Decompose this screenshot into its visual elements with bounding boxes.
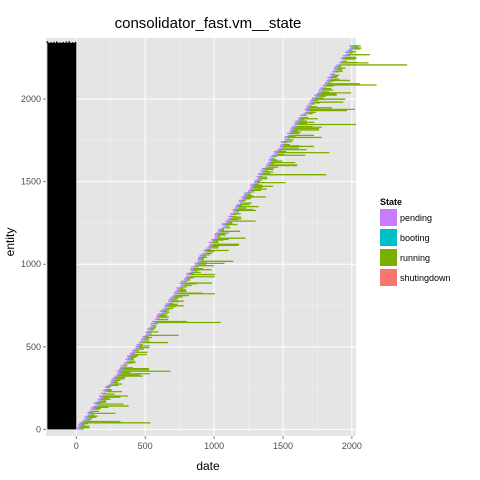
black-density-band xyxy=(47,42,77,430)
legend-label: running xyxy=(400,253,430,263)
x-tick-label: 1500 xyxy=(273,441,293,451)
x-axis-title: date xyxy=(196,459,220,473)
legend-key xyxy=(380,229,397,246)
legend-key xyxy=(380,249,397,266)
x-axis: 0 500 1000 1500 2000 xyxy=(74,436,362,451)
background-band xyxy=(46,41,77,430)
data-marks xyxy=(76,45,408,430)
legend-label: pending xyxy=(400,213,432,223)
y-axis: 0 500 1000 1500 2000 xyxy=(21,94,46,434)
y-tick-label: 500 xyxy=(26,342,41,352)
y-tick-label: 0 xyxy=(36,424,41,434)
legend-items: pending booting running shutingdown xyxy=(380,209,451,286)
x-tick-label: 2000 xyxy=(342,441,362,451)
legend-key xyxy=(380,269,397,286)
y-axis-title: entity xyxy=(3,228,17,257)
x-tick-label: 500 xyxy=(138,441,153,451)
legend-label: shutingdown xyxy=(400,273,451,283)
y-tick-label: 1500 xyxy=(21,177,41,187)
legend: State pending booting running shutingdown xyxy=(380,197,451,286)
y-tick-label: 2000 xyxy=(21,94,41,104)
y-tick-label: 1000 xyxy=(21,259,41,269)
legend-label: booting xyxy=(400,233,430,243)
legend-key xyxy=(380,209,397,226)
x-tick-label: 0 xyxy=(74,441,79,451)
x-tick-label: 1000 xyxy=(204,441,224,451)
plot-panel xyxy=(46,38,356,436)
chart-title: consolidator_fast.vm__state xyxy=(115,15,302,32)
legend-title: State xyxy=(380,197,402,207)
